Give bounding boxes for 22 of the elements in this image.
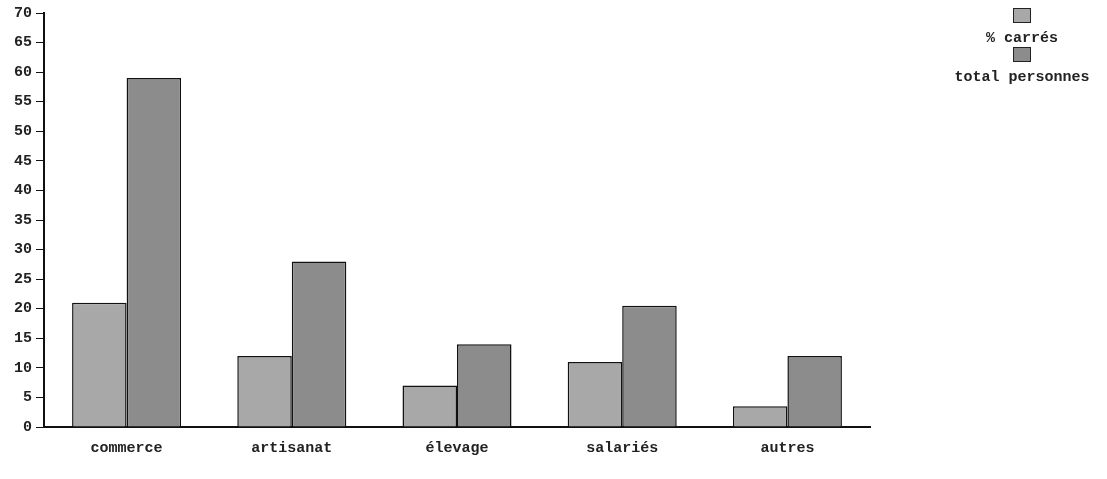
x-tick-label: élevage [425,439,489,457]
y-tick-label: 70 [13,4,32,22]
y-tick-label: 20 [13,300,32,318]
x-tick-label: artisanat [251,439,333,457]
y-tick-label: 5 [22,389,32,407]
x-tick-label: autres [760,439,815,457]
y-tick-label: 25 [13,270,32,288]
y-tick-label: 10 [13,359,32,377]
x-tick-label: commerce [90,439,163,457]
legend-label: % carrés [985,30,1059,47]
y-tick-label: 15 [13,330,32,348]
y-tick-label: 30 [13,241,32,259]
x-tick-label: salariés [586,439,659,457]
y-tick-label: 65 [13,34,32,52]
y-tick-label: 55 [13,93,32,111]
y-tick-label: 0 [22,418,32,436]
y-tick-label: 60 [13,63,32,81]
y-tick-label: 45 [13,152,32,170]
legend-label: total personnes [953,69,1091,86]
y-tick-label: 40 [13,182,32,200]
y-tick-label: 50 [13,123,32,141]
y-tick-label: 35 [13,211,32,229]
